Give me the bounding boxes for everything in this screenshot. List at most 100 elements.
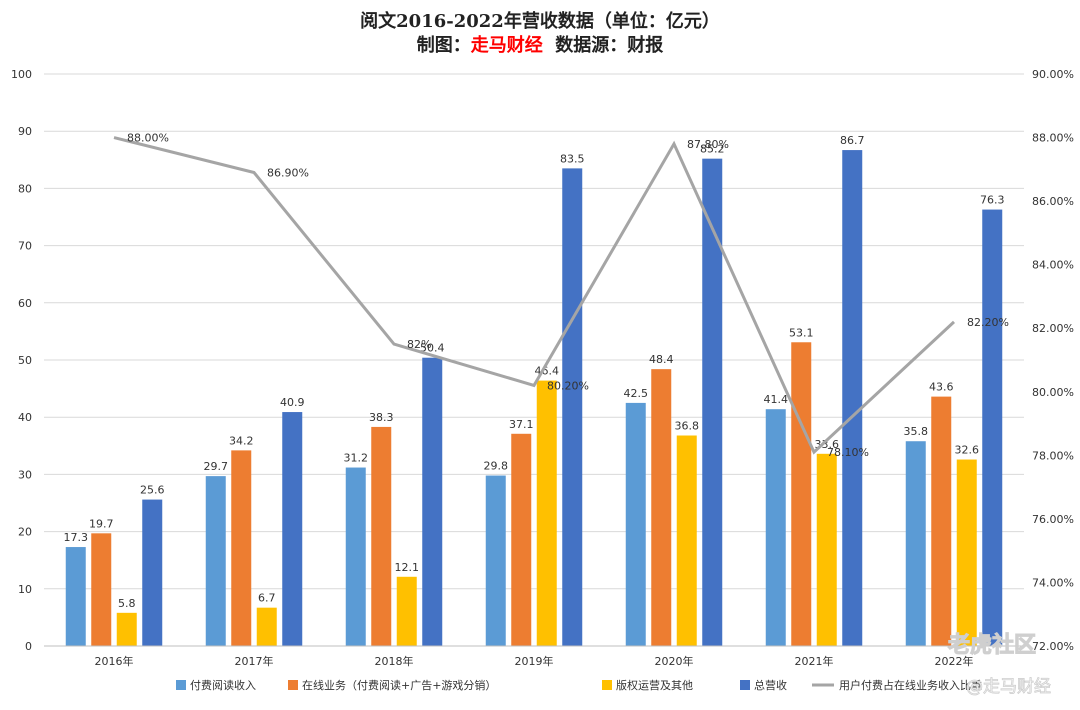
gridlines — [44, 73, 1024, 647]
legend-label: 总营收 — [754, 678, 787, 692]
bar-value-label: 6.7 — [258, 592, 276, 605]
bars: 17.319.7 5.8 25.6 29.734.2 6.7 40.9 31.2 38.3 12… — [64, 134, 1005, 647]
bar — [91, 533, 112, 646]
y-tick-label: 20 — [18, 526, 32, 539]
ratio-value-label: 82% — [407, 338, 431, 351]
x-tick-label: 2020年 — [655, 654, 694, 668]
legend-swatch — [288, 680, 298, 690]
bar — [982, 209, 1003, 646]
bar — [905, 441, 926, 646]
bar-value-label: 76.3 — [980, 194, 1005, 207]
ratio-value-label: 82.20% — [967, 316, 1009, 329]
ratio-value-label: 80.20% — [547, 379, 589, 392]
bar — [765, 409, 786, 646]
bar — [842, 150, 863, 647]
bar — [231, 450, 252, 646]
legend-label: 付费阅读收入 — [190, 678, 256, 692]
bar-value-label: 5.8 — [118, 597, 136, 610]
bar-value-label: 29.7 — [204, 460, 229, 473]
y2-tick-label: 86.00% — [1032, 195, 1074, 208]
chart-title: 阅文2016-2022年营收数据（单位：亿元） — [360, 10, 720, 32]
bar — [651, 369, 672, 646]
ratio-line: 88.00% 86.90% 82% 80.20% 87.80% 78.10% 82.20% — [113, 132, 1009, 459]
legend-label: 用户付费占在线业务收入比重 — [839, 678, 982, 692]
y-tick-label: 50 — [18, 354, 32, 367]
bar-value-label: 48.4 — [649, 353, 674, 366]
y2-tick-label: 82.00% — [1032, 322, 1074, 335]
y2-tick-label: 88.00% — [1032, 132, 1074, 145]
bar — [625, 402, 646, 646]
y2-tick-label: 76.00% — [1032, 513, 1074, 526]
bar — [511, 433, 532, 646]
x-tick-label: 2022年 — [935, 654, 974, 668]
y-tick-label: 0 — [25, 640, 32, 653]
bar — [396, 576, 417, 646]
bar — [116, 612, 137, 646]
bar-value-label: 32.6 — [955, 444, 980, 457]
bar-value-label: 53.1 — [789, 326, 814, 339]
ratio-value-label: 78.10% — [827, 446, 869, 459]
bar-value-label: 29.8 — [484, 460, 509, 473]
bar — [536, 380, 557, 646]
chart-subtitle: 制图：走马财经 数据源：财报 — [417, 34, 664, 56]
bar — [931, 396, 952, 646]
subtitle-suffix: 数据源：财报 — [543, 34, 664, 56]
watermark-community: 老虎社区 — [947, 632, 1036, 658]
y-tick-label: 60 — [18, 297, 32, 310]
legend-swatch — [740, 680, 750, 690]
bar — [205, 476, 226, 646]
legend-swatch — [602, 680, 612, 690]
bar — [562, 168, 583, 646]
y-tick-label: 30 — [18, 468, 32, 481]
legend-swatch — [176, 680, 186, 690]
bar — [256, 607, 277, 646]
bar-value-label: 38.3 — [369, 411, 394, 424]
bar — [702, 158, 723, 646]
y2-tick-label: 80.00% — [1032, 386, 1074, 399]
y2-tick-label: 74.00% — [1032, 576, 1074, 589]
bar-value-label: 37.1 — [509, 418, 534, 431]
bar — [485, 475, 506, 646]
y2-tick-label: 78.00% — [1032, 449, 1074, 462]
x-tick-label: 2018年 — [375, 654, 414, 668]
bar — [422, 357, 443, 646]
y-tick-label: 10 — [18, 583, 32, 596]
y2-tick-label: 84.00% — [1032, 259, 1074, 272]
y-tick-label: 90 — [18, 125, 32, 138]
watermark-brand: @走马财经 — [966, 677, 1051, 697]
ratio-value-label: 88.00% — [127, 132, 169, 145]
bar-value-label: 50.4 — [420, 342, 445, 355]
bar — [791, 342, 812, 646]
x-axis: 2016年 2017年 2018年 2019年 2020年 2021年 2022年 — [44, 645, 1024, 668]
subtitle-prefix: 制图： — [417, 35, 471, 56]
bar — [676, 435, 697, 646]
y2-tick-label: 72.00% — [1032, 640, 1074, 653]
legend-label: 在线业务（付费阅读+广告+游戏分销） — [302, 678, 496, 692]
legend-label: 版权运营及其他 — [616, 678, 693, 692]
bar-value-label: 34.2 — [229, 434, 254, 447]
x-tick-label: 2017年 — [235, 654, 274, 668]
bar-value-label: 83.5 — [560, 152, 585, 165]
legend: 付费阅读收入 在线业务（付费阅读+广告+游戏分销） 版权运营及其他 总营收 用户付费占在… — [176, 678, 982, 692]
bar-value-label: 17.3 — [64, 531, 89, 544]
bar — [65, 547, 86, 646]
ratio-value-label: 87.80% — [687, 138, 729, 151]
x-tick-label: 2016年 — [95, 654, 134, 668]
bar — [282, 412, 303, 646]
bar — [142, 499, 163, 646]
x-tick-label: 2019年 — [515, 654, 554, 668]
y2-tick-label: 90.00% — [1032, 68, 1074, 81]
bar-value-label: 86.7 — [840, 134, 865, 147]
y-tick-label: 80 — [18, 182, 32, 195]
bar — [956, 459, 977, 646]
bar — [371, 426, 392, 646]
y-axis-right: 72.00% 74.00% 76.00% 78.00% 80.00% 82.00% 84.0… — [1032, 68, 1074, 653]
bar-value-label: 36.8 — [675, 420, 700, 433]
bar-value-label: 31.2 — [344, 452, 369, 465]
bar-value-label: 19.7 — [89, 517, 114, 530]
bar-value-label: 41.4 — [764, 393, 789, 406]
ratio-polyline — [113, 136, 956, 455]
ratio-value-label: 86.90% — [267, 167, 309, 180]
bar-value-label: 42.5 — [624, 387, 649, 400]
